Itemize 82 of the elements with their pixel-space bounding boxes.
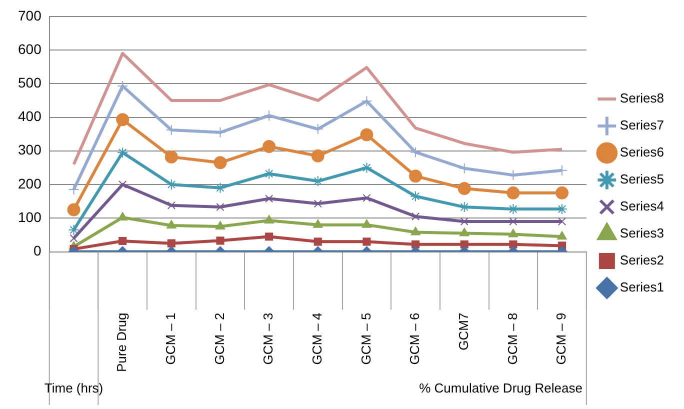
point <box>557 231 567 240</box>
point <box>362 194 371 202</box>
point <box>312 124 324 135</box>
y-tick-label: 100 <box>18 208 42 225</box>
point <box>164 150 178 164</box>
point <box>214 156 227 170</box>
legend-label: Series8 <box>620 90 664 106</box>
y-tick-label: 700 <box>18 7 42 24</box>
point <box>264 214 274 224</box>
point <box>458 182 471 196</box>
point <box>556 204 568 215</box>
legend-label: Series5 <box>620 172 664 187</box>
point <box>70 234 78 242</box>
legend-label: Series7 <box>620 118 664 133</box>
x-tick-label: GCM – 4 <box>309 312 324 365</box>
point <box>460 217 468 226</box>
point <box>262 140 276 154</box>
point <box>68 224 80 236</box>
point <box>216 236 224 245</box>
y-tick-label: 200 <box>18 175 42 192</box>
point <box>118 236 127 246</box>
legend-label: Series6 <box>620 144 664 160</box>
point <box>314 238 322 246</box>
legend-label: Series2 <box>620 252 664 268</box>
text: % Cumulative Drug Release <box>419 380 582 396</box>
point <box>460 240 468 248</box>
point <box>506 186 520 200</box>
point <box>313 219 323 228</box>
y-tick-label: 0 <box>34 242 42 259</box>
legend-label: Series4 <box>620 198 664 214</box>
point <box>166 179 177 190</box>
x-tick-label: GCM – 6 <box>407 312 422 365</box>
point <box>117 147 128 158</box>
point <box>509 217 518 226</box>
point <box>458 202 470 213</box>
point <box>410 226 420 236</box>
point <box>361 162 372 174</box>
point <box>362 219 372 228</box>
x-tick-label: GCM – 9 <box>554 312 569 365</box>
point <box>311 149 324 162</box>
point <box>509 240 518 248</box>
point <box>314 200 322 208</box>
point <box>166 220 176 229</box>
point <box>117 80 128 92</box>
point <box>360 128 374 142</box>
point <box>265 232 274 241</box>
x-tick-label: GCM7 <box>456 312 471 350</box>
point <box>216 203 224 212</box>
x-tick-label: GCM – 1 <box>162 312 178 365</box>
point <box>460 228 470 236</box>
point <box>264 110 275 122</box>
point <box>167 201 176 210</box>
point <box>508 228 518 238</box>
x-tick-label: GCM – 8 <box>504 312 520 365</box>
y-tick-label: 300 <box>18 142 42 158</box>
point <box>412 240 420 248</box>
point <box>68 184 80 196</box>
x-tick-label: GCM – 5 <box>358 312 374 365</box>
point <box>558 217 566 226</box>
legend-label: Series1 <box>620 280 664 295</box>
text: Time (hrs) <box>44 380 104 396</box>
point <box>214 182 226 194</box>
point <box>361 96 372 107</box>
point <box>67 203 80 216</box>
y-tick-label: 400 <box>18 108 42 124</box>
point <box>410 146 422 158</box>
point <box>116 113 130 126</box>
legend-label: Series3 <box>620 226 664 241</box>
x-tick-label: GCM – 3 <box>260 312 276 365</box>
point <box>556 186 569 200</box>
point <box>167 239 176 248</box>
y-tick-label: 600 <box>18 40 42 57</box>
point <box>362 238 371 246</box>
point <box>409 170 422 183</box>
y-tick-label: 500 <box>18 74 42 91</box>
point <box>215 221 226 230</box>
point <box>265 194 274 203</box>
x-tick-label: GCM – 2 <box>212 312 227 365</box>
point <box>412 212 420 220</box>
x-tick-label: Pure Drug <box>114 312 130 372</box>
point <box>410 190 422 202</box>
point <box>118 212 128 220</box>
